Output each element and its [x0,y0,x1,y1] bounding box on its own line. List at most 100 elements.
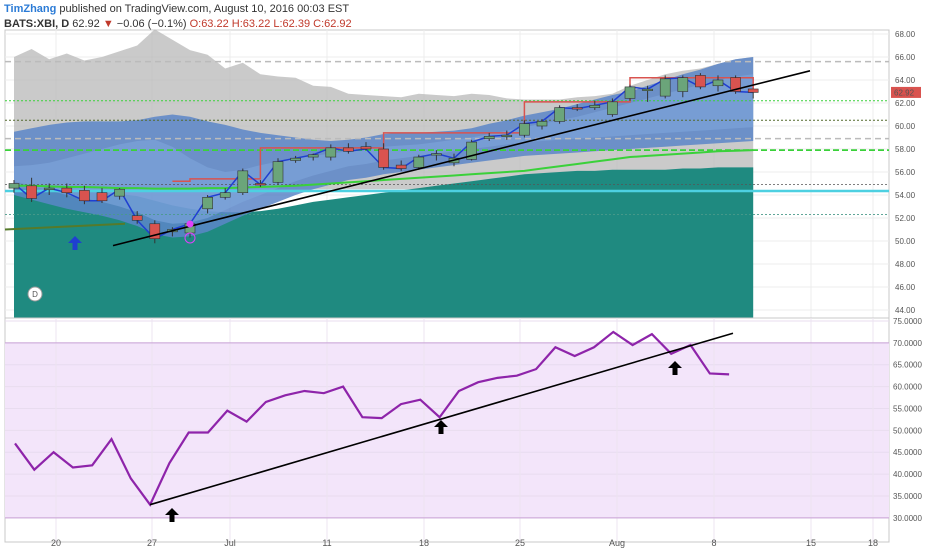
candle[interactable] [272,158,284,185]
candle-body [483,136,495,139]
time-tick-label: 27 [147,538,157,548]
candle[interactable] [43,183,55,196]
time-tick-label: 20 [51,538,61,548]
rsi-line[interactable] [14,330,730,507]
candle[interactable] [325,144,337,161]
candle[interactable] [624,84,636,101]
author-link[interactable]: TimZhang [4,3,57,15]
candle[interactable] [519,120,530,138]
last-price: 62.92 [72,18,100,30]
candle-body [343,147,354,152]
candle[interactable] [96,188,108,204]
candle[interactable] [554,105,565,124]
price-tick-label: 68.00 [895,30,916,39]
candle[interactable] [202,195,213,214]
green-moving-average [14,149,754,190]
candle[interactable] [79,185,90,205]
candle-body [695,75,706,88]
change-arrow-icon: ▼ [102,18,114,30]
candle[interactable] [307,153,319,161]
candle[interactable] [695,73,706,90]
teal-area [14,167,754,318]
candle[interactable] [431,150,442,161]
candle[interactable] [466,139,477,161]
red-step-line [172,76,754,182]
candle-body [677,77,689,92]
price-tick-label: 50.00 [895,237,916,246]
candle[interactable] [8,180,20,193]
candle[interactable] [255,180,266,187]
candle[interactable] [395,160,407,171]
candle[interactable] [290,155,301,163]
price-pane[interactable]: D 68.00 66.00 64.00 62.00 60.00 58.00 56.00 54.… [4,29,921,319]
time-tick-label: 15 [806,538,816,548]
publish-line: TimZhang published on TradingView.com, A… [4,2,704,17]
candle-body [413,156,425,168]
rsi-tick-label: 55.0000 [893,404,922,413]
time-axis[interactable]: 20 27 Jul 11 18 25 Aug 8 15 18 [51,538,878,548]
price-trendline[interactable] [112,70,811,247]
candle-body [712,79,724,87]
candle-body [554,107,565,122]
rsi-tick-label: 45.0000 [893,448,922,457]
high-value: H:63.22 [231,18,271,30]
candle-body [624,86,636,99]
candle-body [8,183,20,189]
last-price-badge: 62.92 [891,86,921,98]
candle-body [26,185,37,199]
time-tick-label: 18 [868,538,878,548]
candle-body [395,164,407,169]
candle[interactable] [219,188,231,200]
time-tick-label: 18 [419,538,429,548]
price-tick-label: 58.00 [895,145,916,154]
rsi-trendline[interactable] [149,332,734,506]
candle[interactable] [501,130,513,140]
interval-badge[interactable]: D [27,286,43,302]
candle[interactable] [659,75,671,99]
candle[interactable] [730,75,741,94]
candle[interactable] [237,168,249,195]
candle[interactable] [114,188,125,200]
low-value: L:62.39 [273,18,311,30]
candle-body [501,134,513,137]
candle[interactable] [149,220,161,244]
rsi-tick-label: 75.0000 [893,317,922,326]
chart-header: TimZhang published on TradingView.com, A… [4,2,704,32]
black-up-arrow-icon-3 [668,361,682,375]
interval-badge-label: D [32,290,38,299]
time-tick-label: Aug [609,538,625,548]
candle[interactable] [131,211,143,224]
candle[interactable] [607,98,618,117]
candle[interactable] [642,85,653,102]
candle-body [237,170,249,194]
candle[interactable] [712,75,724,92]
candle[interactable] [378,143,389,170]
candle[interactable] [589,100,601,110]
rsi-pane[interactable]: 75.0000 70.0000 65.0000 60.0000 55.0000 50.00… [4,317,922,543]
candle[interactable] [483,132,495,141]
candle-body [79,190,90,202]
rsi-tick-label: 70.0000 [893,339,922,348]
rsi-axis[interactable]: 75.0000 70.0000 65.0000 60.0000 55.0000 50.00… [893,317,922,523]
candle[interactable] [747,88,759,99]
price-tick-label: 48.00 [895,260,916,269]
candle[interactable] [360,142,372,151]
candle[interactable] [26,177,37,202]
rsi-tick-label: 65.0000 [893,361,922,370]
candle-body [219,192,231,198]
candle[interactable] [61,183,73,198]
black-up-arrow-icon-2 [434,420,448,434]
candle[interactable] [677,75,689,98]
candle-body [747,88,759,93]
candle-body [378,148,389,168]
symbol-label[interactable]: BATS:XBI, D [4,18,70,30]
price-tick-label: 64.00 [895,76,916,85]
price-axis[interactable]: 68.00 66.00 64.00 62.00 60.00 58.00 56.00 54.00… [895,30,916,315]
candle-body [659,78,671,97]
candle[interactable] [571,104,583,112]
price-tick-label: 62.00 [895,99,916,108]
candle[interactable] [343,143,354,154]
candle[interactable] [536,119,548,130]
candle[interactable] [413,154,425,170]
